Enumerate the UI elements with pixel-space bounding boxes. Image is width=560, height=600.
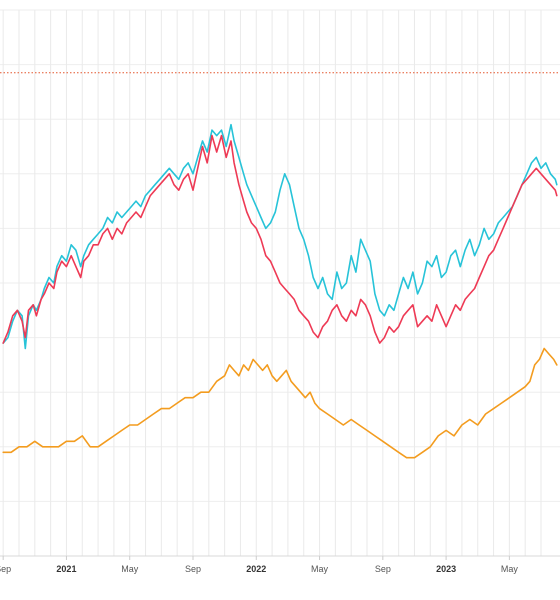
series-group — [2, 123, 558, 459]
x-tick-label: May — [501, 564, 519, 574]
x-tick-label: 2023 — [436, 564, 456, 574]
x-axis: Sep 2021 May Sep 2022 May Sep 2023 May — [0, 556, 518, 574]
series-line-1 — [2, 123, 558, 350]
x-tick-label: May — [121, 564, 139, 574]
x-tick-label: 2022 — [246, 564, 266, 574]
x-tick-label: Sep — [375, 564, 391, 574]
x-tick-label: May — [311, 564, 329, 574]
x-tick-label: Sep — [185, 564, 201, 574]
series-line-2 — [2, 134, 558, 344]
x-tick-label: 2021 — [56, 564, 76, 574]
x-tick-label: Sep — [0, 564, 11, 574]
series-line-3 — [2, 347, 558, 459]
grid — [0, 9, 560, 557]
